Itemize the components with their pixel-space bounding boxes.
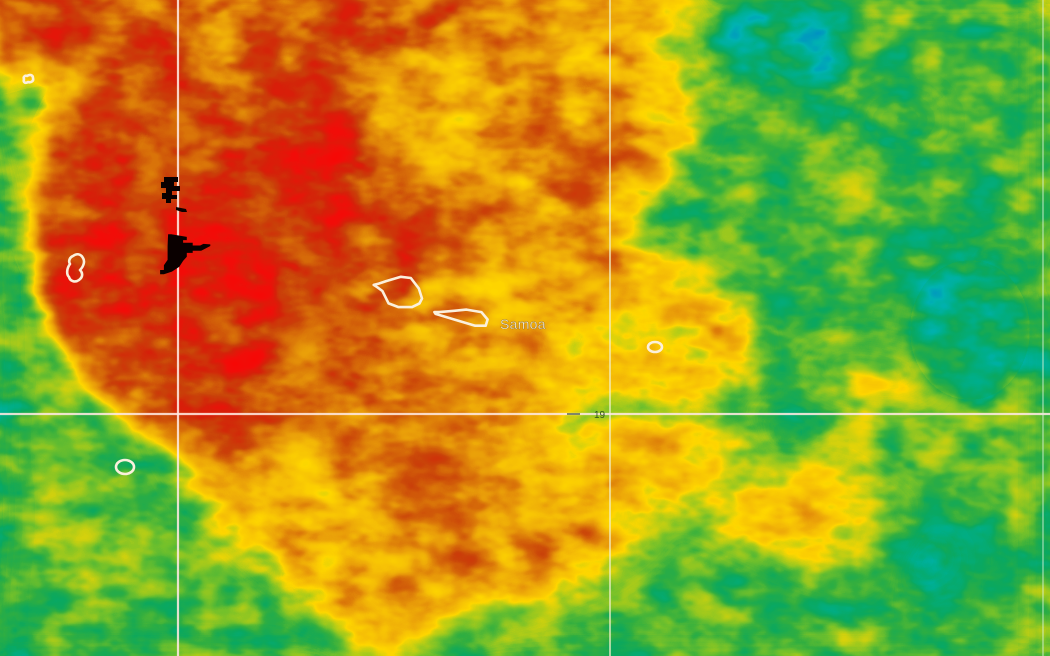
svg-text:19: 19 [594,410,606,421]
svg-text:Samoa: Samoa [500,316,546,332]
